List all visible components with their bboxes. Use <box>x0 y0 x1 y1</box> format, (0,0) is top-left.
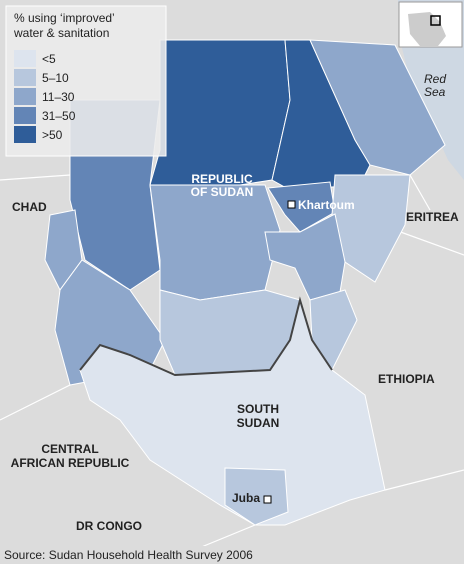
legend-label: 31–50 <box>42 109 76 123</box>
legend-title-line: water & sanitation <box>13 26 109 40</box>
borders <box>0 174 464 564</box>
inset-marker <box>430 15 441 26</box>
region <box>267 181 336 233</box>
city-marker <box>263 495 272 504</box>
city-marker <box>287 200 296 209</box>
legend-label: >50 <box>42 128 63 142</box>
label: REPUBLIC OF SUDAN <box>191 172 254 199</box>
label: DR CONGO <box>76 519 142 533</box>
footer <box>0 546 464 564</box>
label: SOUTH SUDAN <box>237 402 280 430</box>
label-line: Sea <box>424 85 446 99</box>
inset-africa <box>408 12 446 46</box>
legend-title-line: % using ‘improved’ <box>14 11 115 25</box>
legend-swatch <box>14 50 36 67</box>
label-line: CENTRAL <box>41 442 98 456</box>
label-line: SOUTH <box>237 402 279 416</box>
region <box>149 184 281 301</box>
label-line: Red <box>424 72 446 86</box>
label: Khartoum <box>298 198 355 212</box>
label-line: REPUBLIC <box>191 172 253 186</box>
legend-title: % using ‘improved’ water & sanitation <box>13 11 115 40</box>
region <box>149 39 291 186</box>
legend-swatch <box>14 126 36 143</box>
region <box>309 289 358 371</box>
label-line: SUDAN <box>237 416 280 430</box>
label: Juba <box>232 491 260 505</box>
legend-label: <5 <box>42 52 56 66</box>
label: Red Sea <box>424 72 446 99</box>
border-line <box>79 296 333 377</box>
legend: <5 5–10 11–30 31–50 >50 <box>14 50 76 143</box>
source: Source: Sudan Household Health Survey 20… <box>4 548 253 562</box>
legend-swatch <box>14 107 36 124</box>
label-line: AFRICAN REPUBLIC <box>11 456 130 470</box>
label-line: OF SUDAN <box>191 185 254 199</box>
legend-swatch <box>14 88 36 105</box>
label: ERITREA <box>406 210 459 224</box>
legend-label: 11–30 <box>42 90 75 104</box>
label: CENTRAL AFRICAN REPUBLIC <box>11 442 130 470</box>
legend-swatch <box>14 69 36 86</box>
label: CHAD <box>12 200 47 214</box>
legend-label: 5–10 <box>42 71 69 85</box>
region <box>224 467 289 526</box>
label: ETHIOPIA <box>378 372 435 386</box>
